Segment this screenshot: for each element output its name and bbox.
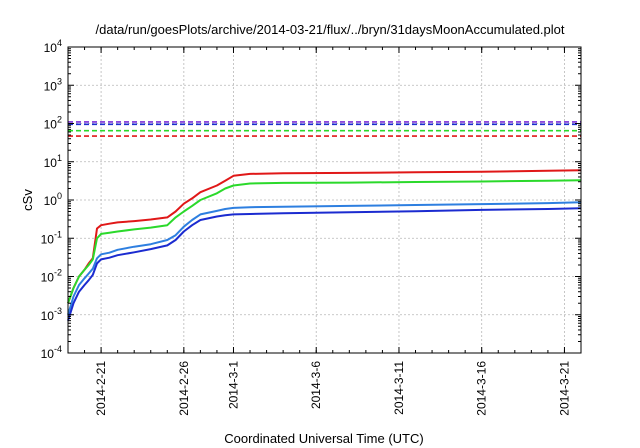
y-axis: 10-4 10-3 10-2 10-1 100 101 102 103 104 xyxy=(41,38,581,361)
y-tick-label: 100 xyxy=(44,191,62,208)
y-tick-label: 10-4 xyxy=(41,344,62,361)
data-series xyxy=(67,169,582,321)
x-tick-label: 2014-2-26 xyxy=(177,361,191,416)
x-axis-title: Coordinated Universal Time (UTC) xyxy=(224,431,423,446)
y-axis-title: cSv xyxy=(20,189,35,211)
y-tick-label: 102 xyxy=(44,115,62,132)
series-line xyxy=(67,179,582,304)
x-tick-label: 2014-3-11 xyxy=(392,361,406,415)
y-tick-label: 10-1 xyxy=(41,229,62,246)
x-tick-label: 2014-3-16 xyxy=(475,361,489,416)
y-tick-label: 101 xyxy=(44,153,62,170)
x-tick-label: 2014-3-6 xyxy=(309,361,323,409)
chart-title: /data/run/goesPlots/archive/2014-03-21/f… xyxy=(96,22,565,37)
x-tick-label: 2014-3-1 xyxy=(226,361,240,409)
series-line xyxy=(67,201,582,316)
threshold-lines xyxy=(68,121,581,137)
x-tick-label: 2014-2-21 xyxy=(94,361,108,416)
y-tick-label: 10-2 xyxy=(41,268,62,285)
series-line xyxy=(67,169,582,304)
x-tick-label: 2014-3-21 xyxy=(557,361,571,416)
y-tick-label: 104 xyxy=(44,38,62,55)
series-line xyxy=(67,207,582,321)
y-tick-label: 103 xyxy=(44,76,62,93)
grid-lines xyxy=(68,47,581,353)
x-axis: 2014-2-21 2014-2-26 2014-3-1 2014-3-6 2014-3… xyxy=(84,47,571,416)
y-tick-label: 10-3 xyxy=(41,306,62,323)
